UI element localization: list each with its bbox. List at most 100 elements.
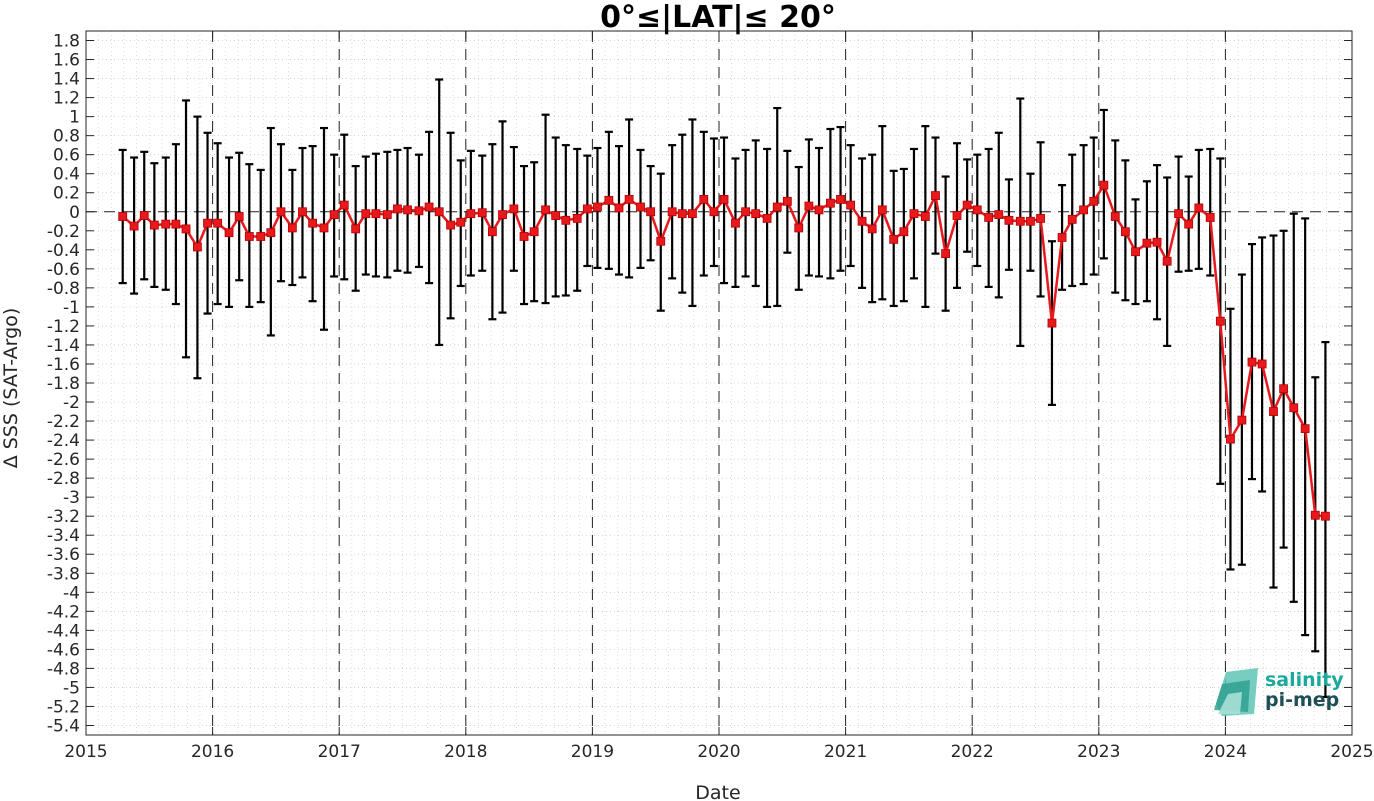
data-point: [118, 212, 128, 221]
x-tick-label: 2016: [191, 742, 234, 762]
data-point: [877, 205, 887, 215]
y-tick-label: -3.8: [47, 564, 80, 584]
x-tick-label: 2025: [1330, 742, 1373, 762]
data-point: [1289, 403, 1299, 413]
data-point: [551, 211, 561, 220]
data-point: [129, 221, 139, 231]
data-point: [857, 216, 867, 226]
y-tick-label: -0.6: [47, 260, 80, 280]
y-tick-label: -4.8: [47, 659, 80, 679]
data-point: [561, 215, 571, 225]
y-tick-label: 0.2: [53, 184, 80, 204]
data-point: [308, 218, 318, 228]
y-tick-label: -0.2: [47, 222, 80, 242]
data-point: [1004, 215, 1014, 225]
data-point: [826, 198, 835, 208]
logo-text-salinity: salinity: [1265, 669, 1344, 691]
data-point: [1110, 212, 1120, 221]
x-tick-label: 2022: [951, 742, 994, 762]
y-tick-label: 0: [69, 203, 80, 223]
error-bar: [1206, 147, 1215, 277]
data-point: [889, 234, 899, 244]
y-tick-label: -4.4: [47, 621, 80, 641]
data-point: [456, 217, 466, 227]
x-tick-label: 2024: [1204, 742, 1247, 762]
data-point: [139, 211, 149, 220]
data-point: [382, 210, 392, 220]
data-point: [1279, 384, 1289, 394]
error-bar: [709, 137, 718, 268]
y-tick-label: -3.2: [47, 507, 80, 527]
data-point: [203, 218, 212, 228]
chart-title: 0°≤|LAT|≤ 20°: [600, 0, 836, 35]
data-point: [1247, 357, 1257, 367]
y-tick-label: -3.6: [47, 545, 80, 565]
data-point: [1300, 424, 1310, 434]
data-point: [899, 227, 909, 237]
logo-waves-icon: [1214, 668, 1258, 716]
y-tick-label: -4.6: [47, 640, 80, 660]
x-tick-label: 2018: [444, 742, 487, 762]
data-point: [582, 204, 592, 214]
data-point: [319, 223, 329, 233]
data-point: [741, 207, 750, 217]
data-point: [487, 227, 497, 237]
y-tick-label: 1.6: [53, 51, 80, 71]
data-point: [782, 196, 792, 206]
data-point: [477, 208, 487, 218]
data-point: [572, 214, 582, 223]
data-point: [909, 209, 919, 219]
data-point: [688, 209, 697, 219]
data-point: [1015, 216, 1025, 226]
data-point: [1184, 219, 1194, 229]
data-point: [984, 213, 994, 222]
y-tick-label: 0.4: [53, 165, 80, 185]
salinity-pi-mep-logo: salinity pi-mep: [1214, 668, 1344, 716]
data-point: [667, 207, 677, 217]
data-point: [244, 232, 254, 241]
y-tick-label: -2.2: [47, 412, 80, 432]
data-point: [604, 195, 614, 205]
data-point: [1226, 434, 1235, 444]
data-point: [1162, 256, 1172, 266]
y-tick-label: 0.8: [53, 127, 80, 147]
data-point: [699, 194, 709, 204]
x-axis-ticks: 2015 2016 2017 2018 2019 2020 2021 2022 2023 2024…: [64, 31, 1374, 762]
data-point: [731, 218, 740, 228]
x-tick-label: 2020: [697, 742, 740, 762]
data-point: [393, 204, 402, 214]
data-point: [804, 201, 814, 211]
data-point: [519, 232, 529, 241]
data-point: [498, 210, 507, 220]
y-tick-label: -1.6: [47, 355, 80, 375]
data-point: [656, 236, 666, 246]
y-tick-label: -4.2: [47, 602, 80, 622]
data-point: [719, 194, 729, 204]
y-tick-label: 0.6: [53, 146, 80, 166]
data-point: [1205, 213, 1215, 222]
data-point: [509, 204, 519, 214]
data-point: [794, 223, 804, 233]
x-tick-label: 2021: [824, 742, 867, 762]
x-axis-label: Date: [695, 782, 740, 801]
error-bar: [1079, 144, 1088, 286]
error-bar: [763, 147, 772, 308]
data-point: [361, 209, 371, 219]
data-point: [624, 194, 634, 204]
data-point: [1269, 407, 1278, 416]
y-tick-label: -5: [63, 678, 80, 698]
data-point: [149, 220, 159, 230]
y-axis-label: Δ SSS (SAT-Argo): [0, 308, 22, 468]
data-point: [298, 207, 307, 217]
y-tick-label: -1: [63, 298, 80, 318]
data-point: [941, 249, 951, 259]
logo-text-pi-mep: pi-mep: [1265, 689, 1339, 711]
data-point: [1079, 205, 1089, 215]
data-point: [636, 202, 645, 212]
data-point: [1152, 237, 1162, 247]
data-point: [351, 224, 361, 234]
data-point: [161, 219, 171, 229]
data-point: [709, 207, 719, 217]
y-tick-label: -2.8: [47, 469, 80, 489]
